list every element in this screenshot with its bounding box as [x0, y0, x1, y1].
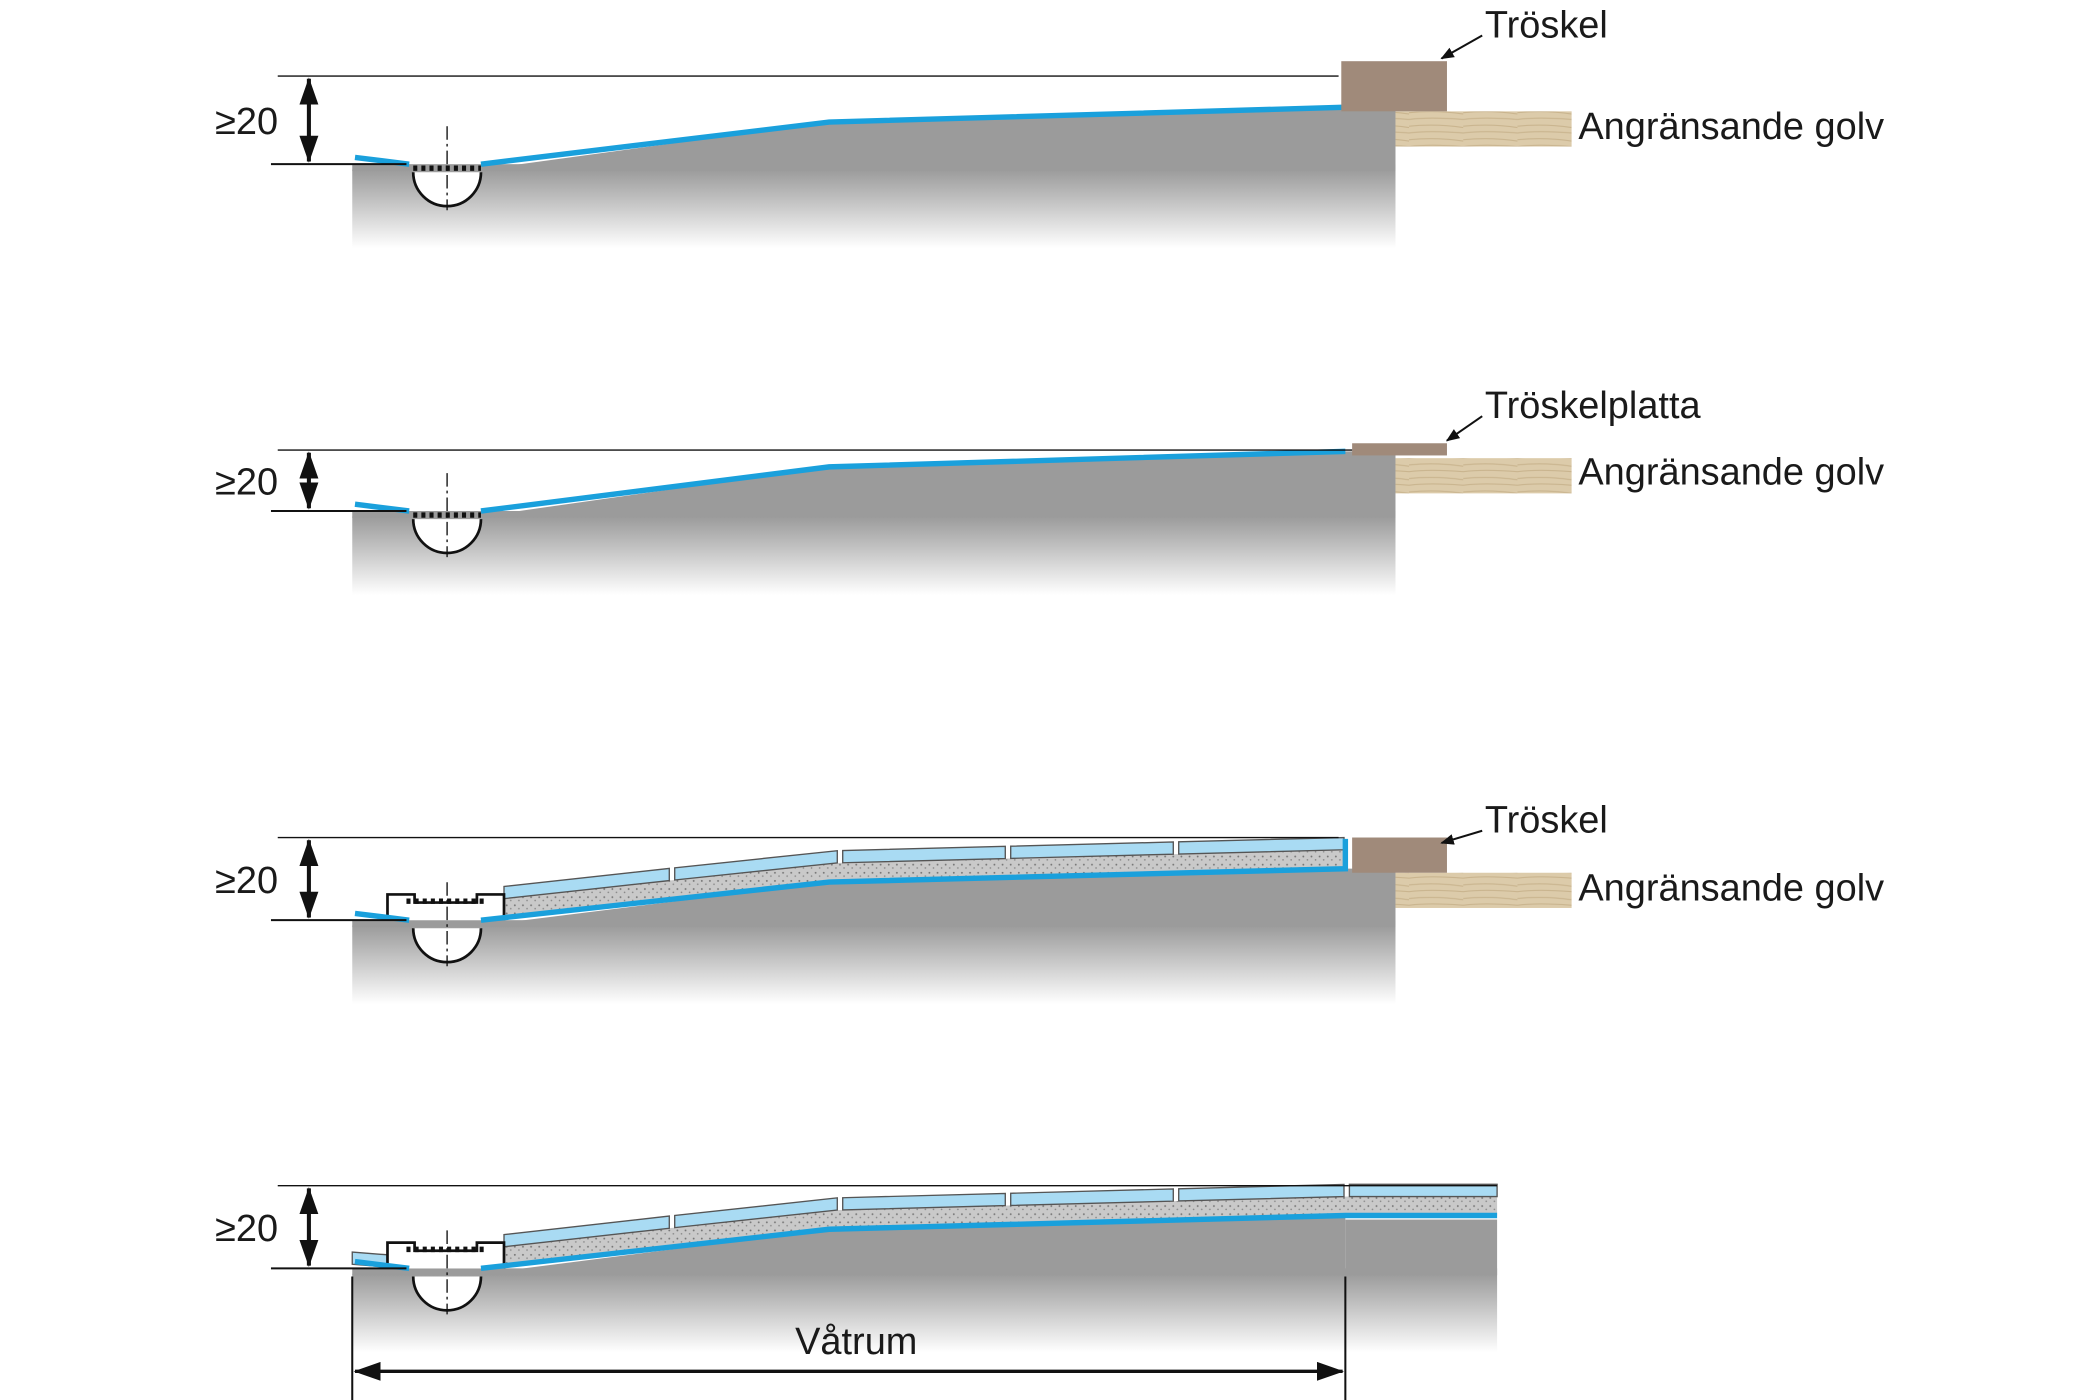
span-label: Våtrum [795, 1321, 917, 1363]
floor-label: Angränsande golv [1578, 451, 1884, 493]
tile [842, 845, 1006, 864]
adjacent-floor [1395, 872, 1572, 908]
section: ≥20 Tröskelplatta Angränsande golv [215, 385, 1884, 595]
tile [1178, 1183, 1345, 1202]
screed [480, 107, 1396, 170]
screed [480, 868, 1396, 926]
tile [1178, 836, 1345, 855]
slab [352, 1273, 1498, 1353]
membrane [354, 1258, 410, 1272]
slab [352, 516, 1396, 595]
slab-step [1345, 1219, 1498, 1274]
tile [842, 1192, 1006, 1211]
floor-label: Angränsande golv [1578, 106, 1884, 148]
tile [503, 867, 670, 900]
tile [1010, 841, 1174, 860]
membrane [480, 838, 1349, 923]
threshold [1352, 837, 1447, 873]
slab [352, 169, 1396, 249]
threshold-label: Tröskel [1485, 4, 1608, 46]
membrane [480, 448, 1346, 514]
threshold-label: Tröskelplatta [1485, 385, 1702, 427]
slab-top [352, 511, 1396, 518]
threshold [1341, 61, 1447, 112]
mortar [504, 849, 1346, 918]
dimension-label: ≥20 [215, 860, 278, 902]
tile [503, 1215, 670, 1248]
slab-top [352, 1268, 1498, 1276]
adjacent-floor [1395, 458, 1572, 494]
slab-top [352, 164, 1396, 171]
tile [1348, 1183, 1498, 1198]
section: ≥20 Tröskel Angränsande golv [215, 800, 1884, 1005]
threshold-label: Tröskel [1485, 800, 1608, 842]
drain-frame [386, 893, 506, 921]
tile [1010, 1188, 1174, 1207]
membrane [354, 501, 410, 514]
leader [1440, 34, 1483, 60]
screed [480, 451, 1396, 517]
slab-top [352, 920, 1396, 927]
membrane [480, 1212, 1498, 1272]
tile [674, 849, 838, 881]
mortar [504, 1196, 1498, 1266]
floor-label: Angränsande golv [1578, 867, 1884, 909]
drain-frame [386, 1241, 506, 1269]
slab [352, 925, 1396, 1005]
membrane [354, 154, 410, 167]
tile [674, 1197, 838, 1229]
leader [1440, 829, 1483, 845]
screed [480, 1215, 1346, 1274]
dimension-label: ≥20 [215, 101, 278, 143]
adjacent-floor [1395, 111, 1572, 147]
section: ≥20 Våtrum [215, 1183, 1498, 1400]
threshold-plate [1352, 443, 1447, 456]
dimension-label: ≥20 [215, 1208, 278, 1250]
membrane [354, 910, 410, 923]
section: ≥20 Tröskel Angränsande golv [215, 4, 1884, 249]
dimension-label: ≥20 [215, 462, 278, 504]
leader [1445, 415, 1483, 442]
